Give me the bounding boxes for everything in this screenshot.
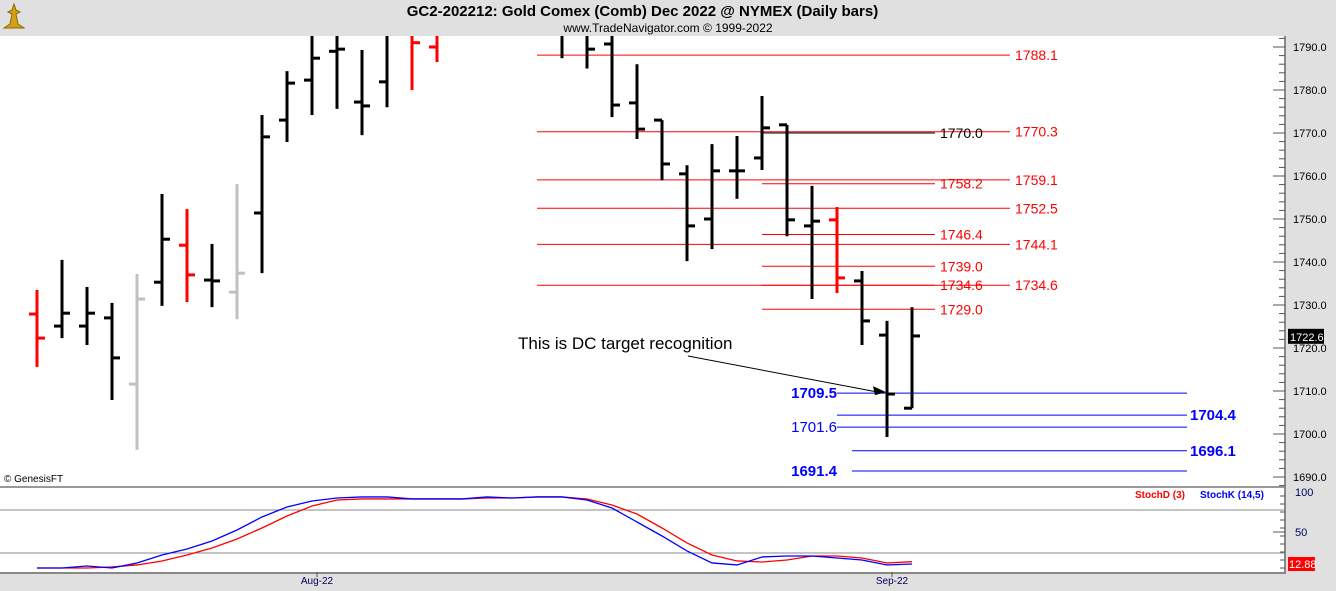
level-label: 1739.0 (940, 258, 983, 274)
annotation-text: This is DC target recognition (518, 334, 732, 353)
level-label: 1704.4 (1190, 407, 1237, 424)
price-bar (154, 194, 170, 306)
price-bar (704, 144, 720, 250)
level-label: 1788.1 (1015, 47, 1058, 63)
price-bar (254, 114, 270, 274)
level-label: 1770.0 (940, 125, 983, 141)
y-tick-label: 1750.0 (1293, 214, 1327, 226)
y-tick-label: 1780.0 (1293, 85, 1327, 97)
last-stoch-box (1288, 557, 1315, 571)
price-bar (904, 307, 920, 410)
arrowhead-icon (873, 386, 886, 396)
copyright-label: © GenesisFT (4, 474, 64, 485)
y-tick-label: 50 (1295, 527, 1307, 539)
price-plot (29, 36, 1187, 472)
last-price-box (1288, 328, 1324, 344)
price-bar (729, 136, 745, 199)
gold-statue-logo-icon (2, 2, 26, 32)
last-price-label: 1722.6 (1290, 332, 1324, 344)
y-tick-label: 1740.0 (1293, 257, 1327, 269)
price-bar (879, 320, 895, 438)
price-bar (779, 123, 795, 237)
level-label: 1696.1 (1190, 443, 1236, 460)
price-bar (854, 271, 870, 345)
level-label: 1734.6 (1015, 277, 1058, 293)
price-bar (104, 302, 120, 401)
price-bar (54, 259, 70, 339)
level-label: 1752.5 (1015, 200, 1058, 216)
legend-stochd: StochD (3) (1135, 490, 1185, 501)
y-tick-label: 1770.0 (1293, 128, 1327, 140)
level-label: 1758.2 (940, 176, 983, 192)
y-tick-label: 1760.0 (1293, 171, 1327, 183)
y-tick-label: 1690.0 (1293, 472, 1327, 484)
last-stoch-label: 12.88 (1289, 559, 1317, 571)
level-label: 1759.1 (1015, 172, 1058, 188)
level-label: 1734.6 (940, 277, 983, 293)
price-panel (0, 36, 1285, 486)
price-bar (604, 36, 620, 118)
x-tick-label: Sep-22 (876, 576, 909, 587)
price-bar (204, 243, 220, 308)
chart-subtitle: www.TradeNavigator.com © 1999-2022 (563, 21, 773, 35)
price-bar (629, 64, 645, 140)
level-label: 1709.5 (791, 385, 837, 402)
y-tick-label: 1730.0 (1293, 300, 1327, 312)
annotation-arrow-line (687, 355, 879, 393)
price-bar (429, 36, 439, 63)
level-label: 1691.4 (791, 463, 838, 480)
legend-stochk: StochK (14,5) (1200, 490, 1264, 501)
y-tick-label: 1720.0 (1293, 343, 1327, 355)
price-bar (829, 206, 845, 293)
y-tick-label: 1700.0 (1293, 429, 1327, 441)
level-label: 1729.0 (940, 301, 983, 317)
price-bar (410, 36, 420, 90)
stochastic-panel (0, 488, 1285, 572)
price-bar (654, 118, 670, 181)
level-label: 1701.6 (791, 419, 837, 436)
level-label: 1744.1 (1015, 236, 1058, 252)
price-bar (304, 36, 320, 115)
price-bar (129, 274, 145, 450)
y-tick-label: 1710.0 (1293, 386, 1327, 398)
price-bar (754, 96, 770, 170)
price-bar (585, 36, 595, 69)
y-tick-label: 1790.0 (1293, 42, 1327, 54)
level-label: 1746.4 (940, 226, 983, 242)
y-tick-label: 100 (1295, 487, 1313, 499)
price-bar (354, 50, 370, 136)
chart-title: GC2-202212: Gold Comex (Comb) Dec 2022 @… (406, 3, 879, 20)
level-label: 1770.3 (1015, 124, 1058, 140)
price-bar (379, 36, 389, 108)
price-bar (229, 184, 245, 320)
price-bar (79, 286, 95, 345)
stoch-line-k (37, 496, 913, 569)
price-bar (329, 36, 345, 109)
price-bar (279, 71, 295, 143)
price-bar (29, 289, 45, 367)
price-bar (560, 36, 564, 59)
price-bar (179, 209, 195, 302)
price-bar (679, 165, 695, 262)
x-tick-label: Aug-22 (301, 576, 334, 587)
price-bar (804, 185, 820, 299)
